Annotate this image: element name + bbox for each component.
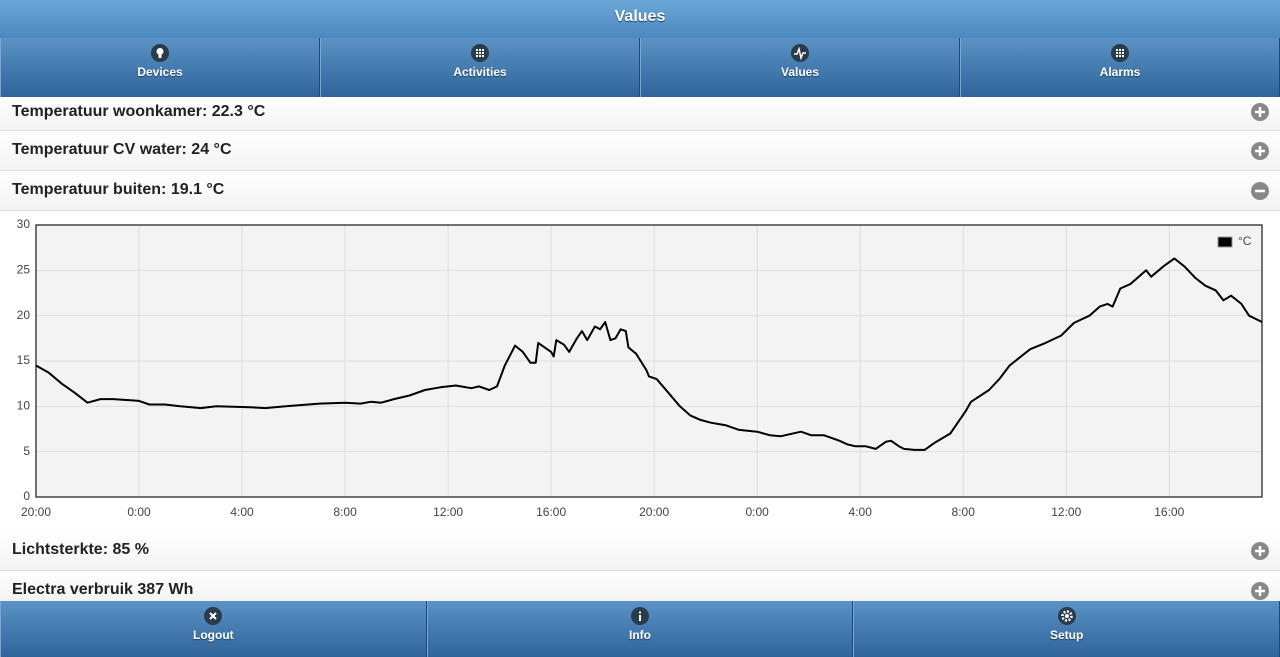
tab-bar: Devices Activities Values Alarms xyxy=(0,38,1280,97)
item-label: Temperatuur CV water: 24 °C xyxy=(12,141,232,158)
legend-label: °C xyxy=(1238,234,1252,248)
tab[interactable]: Alarms xyxy=(960,38,1280,97)
item-label: Electra verbruik 387 Wh xyxy=(12,581,194,598)
x-tick-label: 8:00 xyxy=(333,505,357,519)
list-item[interactable]: Lichtsterkte: 85 % xyxy=(0,531,1280,571)
list-item[interactable]: Electra verbruik 387 Wh xyxy=(0,571,1280,602)
line xyxy=(35,257,1263,451)
list-item[interactable]: Temperatuur woonkamer: 22.3 °C xyxy=(0,97,1280,131)
y-tick-label: 5 xyxy=(23,444,30,458)
plot-border xyxy=(35,224,1263,498)
y-tick-label: 30 xyxy=(17,217,31,231)
x-tick-label: 4:00 xyxy=(849,505,873,519)
x-tick-label: 16:00 xyxy=(1154,505,1184,519)
y-tick-label: 0 xyxy=(23,489,30,503)
x-tick-label: 20:00 xyxy=(21,505,51,519)
chart: 0 5 10 15 20 25 30 20:00 0:00 4:00 8:00 12:00 16:00 2… xyxy=(17,217,1263,519)
footer-bar: Logout Info Setup xyxy=(0,601,1280,657)
tab-label: Alarms xyxy=(1099,65,1141,79)
y-tick-label: 20 xyxy=(17,308,31,322)
y-tick-label: 25 xyxy=(17,263,31,277)
tab-label: Devices xyxy=(137,65,183,79)
footer-button[interactable]: Logout xyxy=(0,601,427,657)
item-label: Temperatuur buiten: 19.1 °C xyxy=(12,181,225,198)
x-tick-label: 0:00 xyxy=(127,505,151,519)
x-tick-label: 12:00 xyxy=(433,505,463,519)
footer-label: Logout xyxy=(193,628,234,642)
footer-button[interactable]: Setup xyxy=(853,601,1280,657)
legend-swatch xyxy=(1217,236,1233,248)
header-title: Values xyxy=(0,0,1280,39)
x-tick-label: 12:00 xyxy=(1051,505,1081,519)
list-item[interactable]: Temperatuur buiten: 19.1 °C xyxy=(0,171,1280,211)
tab[interactable]: Values xyxy=(640,38,960,97)
tab-label: Activities xyxy=(453,65,507,79)
x-tick-label: 4:00 xyxy=(230,505,254,519)
tab[interactable]: Activities xyxy=(320,38,640,97)
x-tick-label: 8:00 xyxy=(952,505,976,519)
tab-label: Values xyxy=(780,65,820,79)
item-label: Lichtsterkte: 85 % xyxy=(12,541,149,558)
x-tick-label: 20:00 xyxy=(639,505,669,519)
y-tick-label: 15 xyxy=(17,353,31,367)
footer-button[interactable]: Info xyxy=(426,601,854,657)
item-label: Temperatuur woonkamer: 22.3 °C xyxy=(12,103,266,120)
footer-label: Info xyxy=(629,628,651,642)
x-tick-label: 0:00 xyxy=(745,505,769,519)
footer-label: Setup xyxy=(1050,628,1084,642)
y-tick-label: 10 xyxy=(17,399,31,413)
tab[interactable]: Devices xyxy=(0,38,320,97)
list-item[interactable]: Temperatuur CV water: 24 °C xyxy=(0,131,1280,171)
x-tick-label: 16:00 xyxy=(536,505,566,519)
